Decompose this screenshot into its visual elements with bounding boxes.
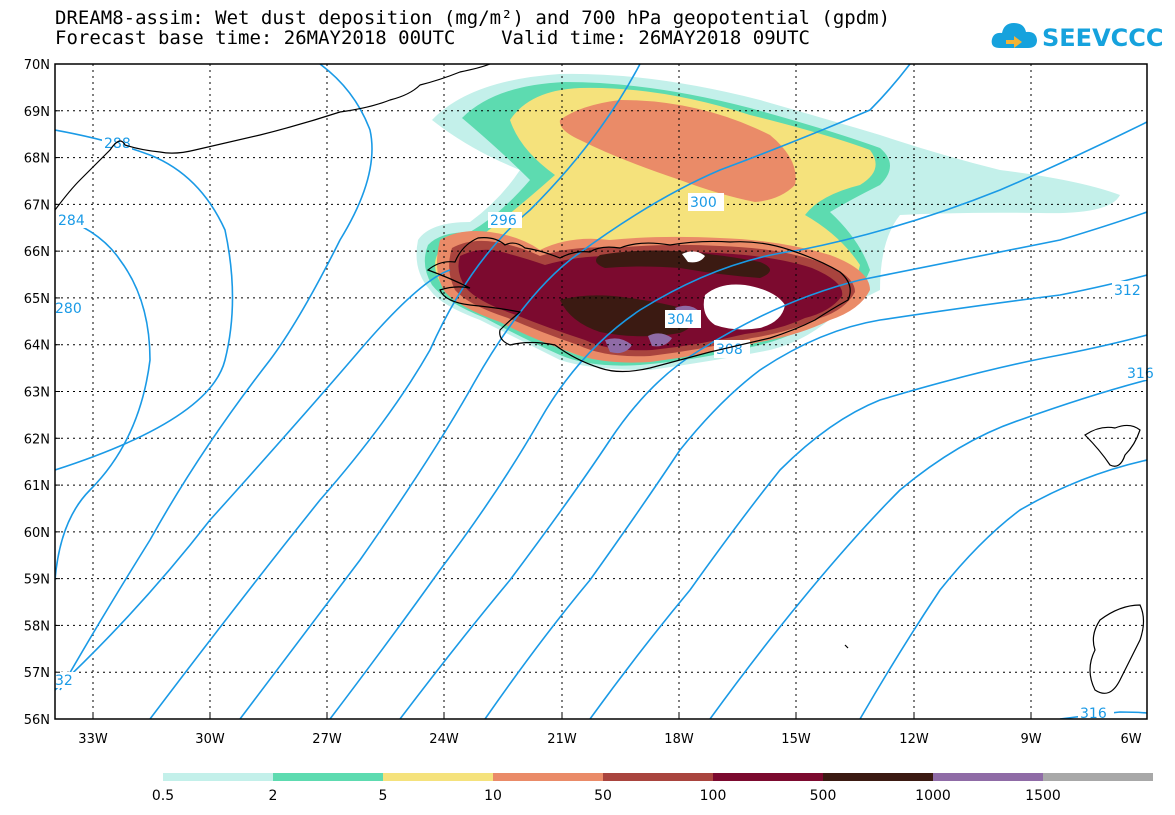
contour-line: [709, 379, 1147, 719]
contour-label: 312: [1114, 283, 1141, 299]
legend-swatch: [603, 773, 713, 781]
contour-label: 32: [55, 673, 73, 689]
geopotential-contours: [55, 64, 1147, 719]
lat-label: 64N: [24, 339, 50, 354]
lat-label: 62N: [24, 432, 50, 447]
scotland-coast: [1089, 604, 1145, 694]
contour-line: [59, 64, 373, 691]
contour-line: [239, 64, 911, 719]
lon-label: 18W: [664, 732, 694, 747]
lat-label: 69N: [24, 105, 50, 120]
contour-line: [589, 334, 1147, 719]
lon-label: 21W: [547, 732, 577, 747]
dust-band-500b: [560, 295, 694, 337]
dust-band-500a: [596, 250, 770, 278]
color-legend: 0.5 2 5 10 50 100 500 1000 1500: [152, 773, 1153, 804]
seevccc-logo: SEEVCCC: [990, 18, 1164, 58]
legend-swatch: [823, 773, 933, 781]
lon-label: 33W: [78, 732, 108, 747]
contour-label: 280: [55, 301, 82, 317]
legend-label: 100: [700, 788, 727, 804]
contour-line: [55, 129, 234, 471]
iceland-coast: [426, 237, 851, 373]
dust-free-area: [703, 284, 785, 330]
graticule: [55, 64, 1147, 719]
contour-label: 316: [1127, 366, 1154, 382]
lat-label: 60N: [24, 526, 50, 541]
lat-label: 66N: [24, 245, 50, 260]
longitude-labels: 33W 30W 27W 24W 21W 18W 15W 12W 9W 6W: [78, 714, 1148, 747]
legend-label: 2: [269, 788, 278, 804]
contour-line: [55, 214, 151, 581]
contour-line: [149, 64, 641, 719]
contour-label: 304: [667, 312, 694, 328]
contour-label: 296: [490, 213, 517, 229]
lat-label: 58N: [24, 619, 50, 634]
legend-label: 5: [379, 788, 388, 804]
map-title: DREAM8-assim: Wet dust deposition (mg/m²…: [55, 7, 891, 29]
legend-swatch: [713, 773, 823, 781]
contour-line: [859, 459, 1147, 719]
lon-label: 12W: [899, 732, 929, 747]
contour-label: 300: [690, 195, 717, 211]
contour-line: [399, 211, 1147, 719]
contour-line: [329, 121, 1147, 719]
contour-line: [1059, 711, 1147, 719]
legend-swatch: [1043, 773, 1153, 781]
contour-line: [55, 269, 451, 691]
lon-label: 9W: [1020, 732, 1041, 747]
lon-label: 6W: [1120, 732, 1141, 747]
coastlines: [55, 64, 1145, 694]
lat-label: 68N: [24, 152, 50, 167]
dust-free-area-small: [682, 251, 705, 263]
lat-label: 59N: [24, 573, 50, 588]
dust-band-10: [559, 100, 796, 202]
faroe-islands: [1084, 424, 1141, 467]
lat-label: 57N: [24, 666, 50, 681]
lon-label: 15W: [781, 732, 811, 747]
lon-label: 30W: [195, 732, 225, 747]
legend-label: 10: [484, 788, 502, 804]
contour-label: 288: [104, 136, 131, 152]
legend-label: 0.5: [152, 788, 174, 804]
legend-swatch: [273, 773, 383, 781]
dust-deposition-field: [416, 73, 1120, 370]
lat-label: 61N: [24, 479, 50, 494]
contour-label: 316: [1080, 706, 1107, 722]
map-subtitle: Forecast base time: 26MAY2018 00UTC Vali…: [55, 27, 810, 49]
lat-label: 67N: [24, 198, 50, 213]
legend-swatch: [493, 773, 603, 781]
greenland-coast: [55, 64, 491, 211]
lon-label: 27W: [312, 732, 342, 747]
legend-label: 50: [594, 788, 612, 804]
lat-label: 70N: [24, 58, 50, 73]
legend-swatch: [383, 773, 493, 781]
lat-label: 63N: [24, 386, 50, 401]
lat-label: 65N: [24, 292, 50, 307]
lon-label: 24W: [429, 732, 459, 747]
latitude-labels: 70N 69N 68N 67N 66N 65N 64N 63N 62N 61N 60N 59N 58N 5…: [24, 58, 60, 728]
legend-label: 500: [810, 788, 837, 804]
contour-label: 284: [58, 213, 85, 229]
legend-swatch: [933, 773, 1043, 781]
legend-label: 1000: [915, 788, 951, 804]
legend-swatch: [163, 773, 273, 781]
legend-label: 1500: [1025, 788, 1061, 804]
contour-line: [484, 274, 1147, 719]
lat-label: 56N: [24, 713, 50, 728]
contour-labels: 288 284 280 296 300 304 308 312 316 316 …: [55, 135, 1154, 722]
cloud-icon: [991, 23, 1037, 48]
logo-text: SEEVCCC: [1042, 24, 1164, 52]
islet: [844, 644, 849, 649]
